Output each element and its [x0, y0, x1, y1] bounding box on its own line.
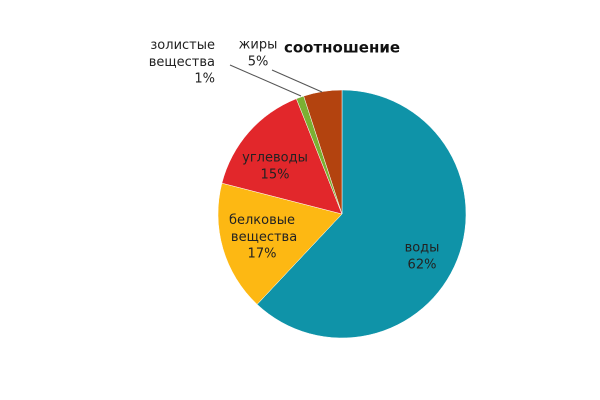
slice-label: воды — [405, 241, 440, 256]
leader-line — [229, 64, 302, 97]
value-label: 1% — [194, 72, 215, 87]
value-label: 17% — [248, 247, 277, 262]
value-label: 62% — [408, 258, 437, 273]
value-label: 15% — [261, 168, 290, 183]
pie-slice — [256, 89, 467, 339]
pie-slice — [221, 98, 343, 215]
slice-label: белковые вещества — [227, 213, 297, 245]
chart-title: соотношение — [284, 39, 400, 57]
slice-label: золистые вещества — [145, 38, 215, 70]
slice-label: углеводы — [242, 151, 308, 166]
leader-line — [271, 69, 323, 93]
value-label: 5% — [248, 55, 269, 70]
slice-label: жиры — [239, 38, 278, 53]
pie-slice — [217, 182, 343, 305]
pie-slice — [303, 89, 343, 215]
